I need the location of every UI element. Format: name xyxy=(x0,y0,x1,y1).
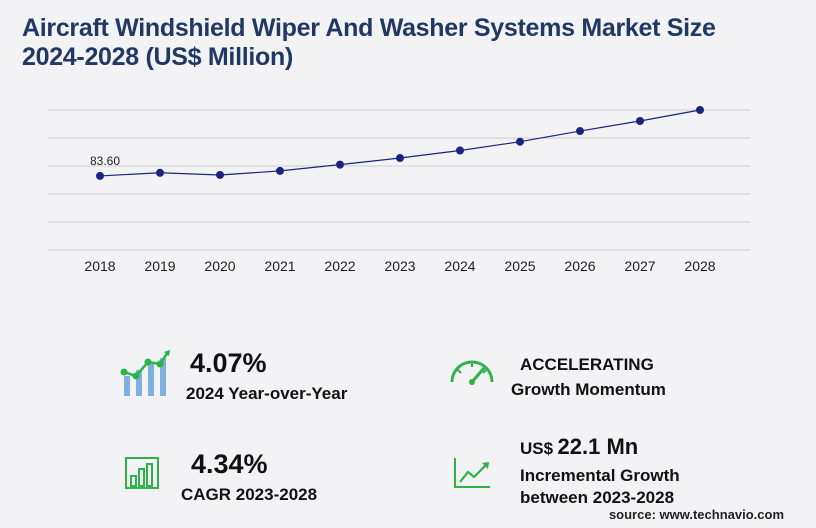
increment-line-2: between 2023-2028 xyxy=(520,488,675,507)
series-points xyxy=(96,106,704,180)
x-tick-label: 2024 xyxy=(444,258,475,274)
x-tick-label: 2022 xyxy=(324,258,355,274)
bar-chart-icon xyxy=(125,457,159,489)
x-tick-label: 2027 xyxy=(624,258,655,274)
source-text: source: www.technavio.com xyxy=(608,507,784,522)
line-chart: 2018 2019 2020 2021 2022 2023 2024 2025 2026 2027… xyxy=(48,106,750,274)
data-point xyxy=(276,166,284,175)
data-point xyxy=(96,171,104,180)
data-point xyxy=(456,146,464,155)
x-tick-label: 2019 xyxy=(144,258,175,274)
cagr-label: CAGR 2023-2028 xyxy=(181,485,318,504)
increment-line-1: Incremental Growth xyxy=(520,466,680,485)
x-tick-label: 2026 xyxy=(564,258,595,274)
data-point xyxy=(156,168,164,177)
momentum-line-1: ACCELERATING xyxy=(520,355,654,374)
increment-currency: US$ xyxy=(520,439,554,458)
chart-title: Aircraft Windshield Wiper And Washer Sys… xyxy=(22,14,802,72)
bar-growth-icon xyxy=(120,350,170,396)
x-tick-label: 2020 xyxy=(204,258,235,274)
data-point xyxy=(516,137,524,146)
data-labels: 83.60 xyxy=(90,154,120,168)
increment-value: 22.1 Mn xyxy=(557,434,639,459)
data-point xyxy=(336,160,344,169)
title-line-1: Aircraft Windshield Wiper And Washer Sys… xyxy=(22,14,716,42)
momentum-line-2: Growth Momentum xyxy=(511,380,666,399)
data-label: 83.60 xyxy=(90,154,120,168)
x-axis-ticks: 2018 2019 2020 2021 2022 2023 2024 2025 2026 2027… xyxy=(84,258,715,274)
data-point xyxy=(216,170,224,179)
x-tick-label: 2023 xyxy=(384,258,415,274)
data-point xyxy=(636,116,644,125)
title-line-2: 2024-2028 (US$ Million) xyxy=(22,43,293,71)
data-point xyxy=(396,154,404,163)
increment-value-row: US$ 22.1 Mn xyxy=(520,434,638,460)
x-tick-label: 2021 xyxy=(264,258,295,274)
yoy-label: 2024 Year-over-Year xyxy=(186,384,348,403)
trend-up-icon xyxy=(454,458,490,488)
speedometer-icon xyxy=(450,360,494,385)
data-point xyxy=(696,106,704,114)
x-tick-label: 2018 xyxy=(84,258,115,274)
yoy-value: 4.07% xyxy=(190,348,267,378)
cagr-value: 4.34% xyxy=(191,449,268,479)
data-point xyxy=(576,127,584,136)
x-tick-label: 2028 xyxy=(684,258,715,274)
chart-grid xyxy=(48,109,750,251)
x-tick-label: 2025 xyxy=(504,258,535,274)
